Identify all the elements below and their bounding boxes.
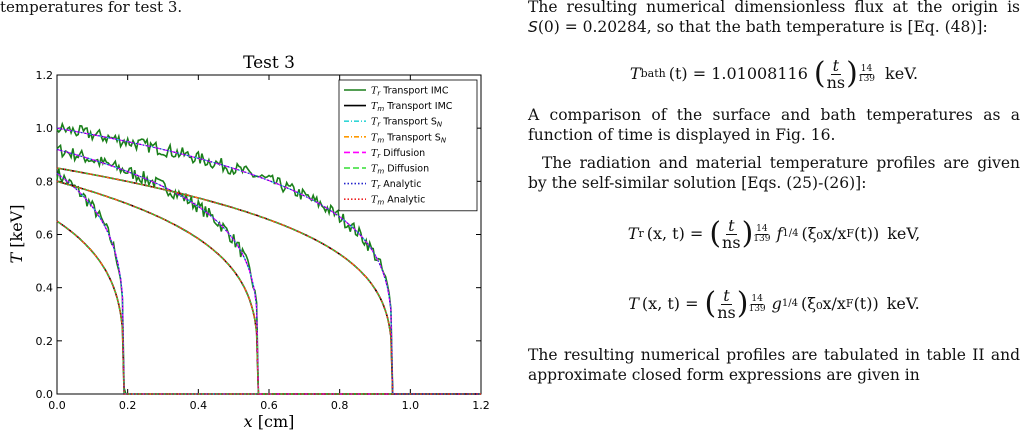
series-line-1-8 <box>56 220 481 395</box>
x-tick-label: 0.2 <box>119 399 137 412</box>
eq1-lhs-arg: (t) = 1.01008116 <box>668 64 808 83</box>
eq2-exponent: 14 139 <box>753 223 771 244</box>
flux-value: (0) = 0.20284 <box>537 18 647 36</box>
eq2-lhs: T <box>627 224 639 243</box>
eq2-arg: (ξ₀x/x <box>801 224 847 243</box>
y-tick-label: 0.0 <box>36 388 54 401</box>
x-axis-ticks: 0.0 0.2 0.4 0.6 0.8 1.0 1.2 <box>48 75 490 412</box>
series-line-3-5 <box>56 127 481 395</box>
eq3-lhs-arg: (x, t) = <box>641 294 699 313</box>
legend-label: Tr Diffusion <box>371 148 425 160</box>
paragraph-results: The resulting numerical profiles are tab… <box>528 346 1020 384</box>
eq2-arg-sub: F <box>846 227 855 240</box>
eq1-lhs: T <box>629 64 641 83</box>
paragraph-flux: The resulting numerical dimensionless fl… <box>528 0 1020 37</box>
chart-legend: Tr Transport IMC Tm Transport IMC Tr Trans… <box>338 79 478 212</box>
legend-label: Tm Analytic <box>371 195 425 207</box>
eq2-lhs-arg: (x, t) = <box>646 224 704 243</box>
legend-label: Tr Analytic <box>371 179 421 191</box>
eq1-lhs-sub: bath <box>640 67 666 80</box>
y-tick-label: 0.6 <box>36 229 54 242</box>
x-tick-label: 0.6 <box>260 399 278 412</box>
y-tick-label: 1.2 <box>36 69 54 82</box>
y-axis-label: T [keV] <box>7 205 26 264</box>
chart-title: Test 3 <box>243 53 295 73</box>
series-group <box>56 121 481 395</box>
legend-box <box>338 79 478 212</box>
eq2-arg-end: (t)) <box>854 224 880 243</box>
x-tick-label: 0.4 <box>190 399 208 412</box>
eq3-lhs: T <box>628 294 639 313</box>
equation-material-temperature: T (x, t) = ( t ns ) 14 139 g 1/4 (ξ₀x/x F (t)… <box>628 285 920 322</box>
eq3-arg: (ξ₀x/x <box>801 294 846 313</box>
eq3-arg-end: (t)) <box>853 294 879 313</box>
legend-label: Tr Transport IMC <box>371 86 449 98</box>
legend-label: Tm Transport IMC <box>371 101 453 113</box>
temperature-profile-chart: Test 3 0.0 0.2 0.4 0.6 0.8 1.0 1.2 0.00.20.40.… <box>7 53 490 431</box>
y-tick-label: 0.4 <box>36 282 54 295</box>
x-tick-label: 1.0 <box>402 399 420 412</box>
flux-text-a: The resulting numerical dimensionless fl… <box>528 0 1020 16</box>
eq1-unit: keV. <box>885 64 919 83</box>
eq3-fraction: t ns <box>717 285 736 322</box>
paragraph-comparison: A comparison of the surface and bath tem… <box>528 106 1020 144</box>
eq3-power: 1/4 <box>781 298 799 309</box>
y-tick-label: 1.0 <box>36 122 54 135</box>
x-axis-label: x [cm] <box>244 412 295 431</box>
eq2-lhs-sub: r <box>638 227 644 240</box>
series-line-2-8 <box>56 180 481 395</box>
eq2-fraction: t ns <box>722 215 741 252</box>
eq3-g: g <box>771 294 782 313</box>
eq3-exponent: 14 139 <box>748 293 766 314</box>
eq2-unit: keV, <box>887 224 921 243</box>
x-tick-label: 1.2 <box>472 399 490 412</box>
y-axis-ticks: 0.0 0.2 0.4 0.6 0.8 1.0 1.2 <box>36 69 481 401</box>
series-line-3-8 <box>56 167 481 395</box>
x-tick-label: 0.8 <box>331 399 349 412</box>
figure-caption-tail: temperatures for test 3. <box>0 0 183 16</box>
eq3-arg-sub: F <box>845 297 854 310</box>
paragraph-profiles: The radiation and material temperature p… <box>528 154 1020 192</box>
body-text-column: The resulting numerical dimensionless fl… <box>528 0 1020 385</box>
legend-label: Tr Transport SN <box>371 117 443 129</box>
eq1-fraction: t ns <box>826 55 846 92</box>
y-tick-label: 0.2 <box>36 335 54 348</box>
eq1-exponent: 14 139 <box>857 63 876 84</box>
x-tick-label: 0.0 <box>48 399 66 412</box>
eq3-unit: keV. <box>886 294 920 313</box>
flux-text-b: , so that the bath temperature is [Eq. (… <box>646 18 988 36</box>
eq2-power: 1/4 <box>782 228 799 239</box>
y-tick-label: 0.8 <box>36 175 54 188</box>
legend-label: Tm Transport SN <box>371 132 447 144</box>
legend-label: Tm Diffusion <box>371 164 429 176</box>
flux-symbol: S <box>528 18 538 36</box>
eq2-f: f <box>776 224 783 243</box>
